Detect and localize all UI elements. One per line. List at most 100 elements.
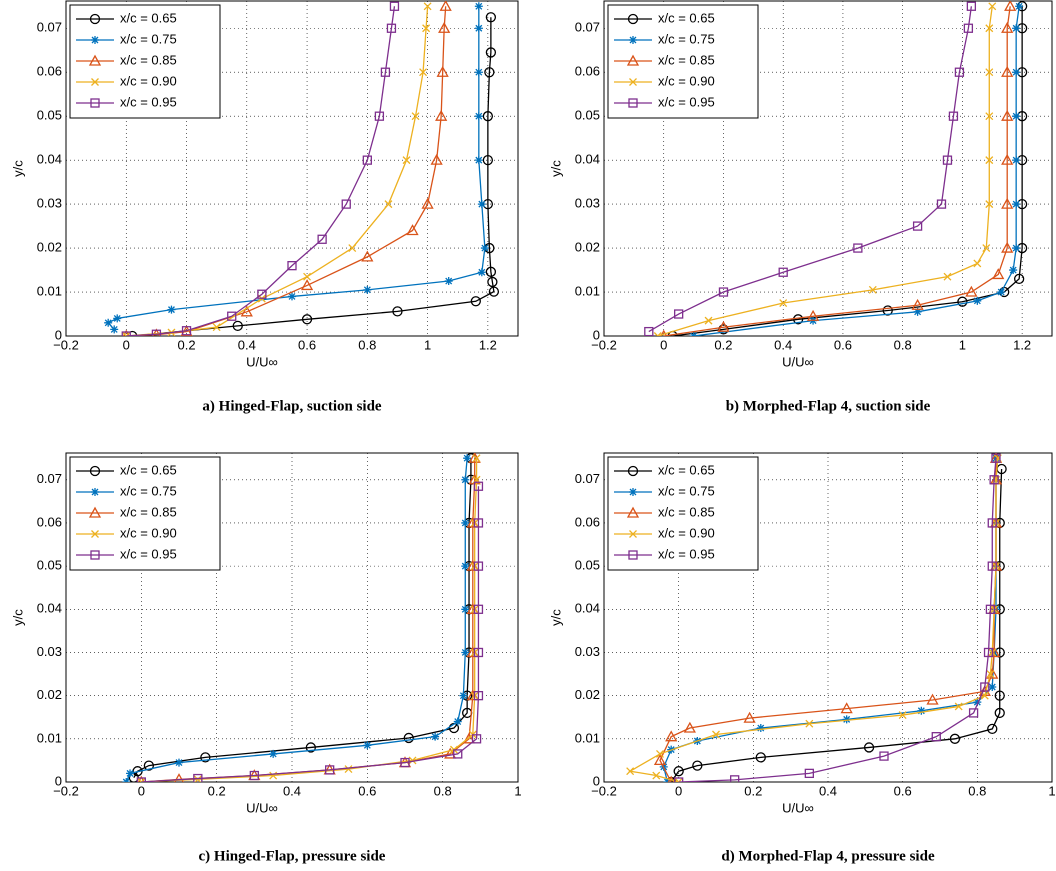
x-tick-label: 1 [514,783,521,798]
marker [482,154,494,166]
marker [842,715,851,724]
marker [305,742,316,753]
marker [718,287,729,297]
marker [627,13,639,25]
marker [380,67,391,77]
series-line [663,6,1011,336]
y-tick-label: 0.04 [575,152,600,167]
x-tick-label: 0.2 [744,783,762,798]
marker [121,331,131,336]
marker [627,465,639,477]
legend: x/c = 0.65 x/c = 0.75 x/c = 0.85 x/c = 0.90… [69,456,221,571]
x-tick-label: 0.2 [177,337,195,352]
x-tick-label: 0.4 [283,783,301,798]
marker [473,481,484,491]
x-tick-label: 0.4 [238,337,256,352]
marker [344,765,353,774]
marker [374,111,385,121]
plot-area [122,453,484,782]
series-line [126,6,447,336]
marker [965,285,978,297]
legend-label: x/c = 0.85 [120,52,177,67]
marker [488,286,500,297]
y-tick-label: 0.07 [575,20,600,35]
x-tick-label: 0.6 [894,783,912,798]
marker [461,648,470,657]
marker [408,756,417,765]
marker [303,272,312,281]
marker [973,296,982,305]
marker [122,332,131,336]
x-axis-label: U/U∞ [246,800,278,815]
caption: b) Morphed-Flap 4, suction side [726,398,931,414]
marker [644,326,654,336]
marker [151,329,162,336]
marker [992,454,1000,463]
marker [755,752,766,763]
marker [1012,156,1021,165]
marker [992,268,1005,280]
legend-label: x/c = 0.90 [120,525,177,540]
marker [473,647,484,658]
marker [712,730,720,739]
marker [482,111,494,122]
plot-frame [603,452,1053,783]
marker [743,711,756,723]
x-tick-label: 0.8 [894,337,912,352]
marker [628,98,638,108]
marker [987,518,997,528]
marker [200,752,211,763]
marker [257,289,267,299]
series-line [126,6,429,336]
y-tick-label: 0.05 [575,108,600,123]
marker [300,279,314,291]
marker [126,769,135,778]
marker [626,54,640,66]
series-line [678,458,997,782]
marker [392,306,403,317]
marker [805,719,814,728]
legend: x/c = 0.65 x/c = 0.75 x/c = 0.85 x/c = 0.90… [607,456,759,571]
y-tick-label: 0.06 [37,514,62,529]
marker [982,244,991,253]
legend-label: x/c = 0.95 [658,546,715,561]
marker [362,155,372,165]
marker [806,309,820,321]
marker [626,767,635,776]
legend-label: x/c = 0.95 [120,546,177,561]
y-axis-label: y/c [548,160,563,177]
marker [1004,1,1017,11]
marker [473,604,484,614]
x-tick-label: 0.4 [819,783,837,798]
legend: x/c = 0.65 x/c = 0.75 x/c = 0.85 x/c = 0.90… [607,4,759,119]
marker [240,305,253,317]
marker [1012,112,1021,121]
x-tick-label: 1 [959,337,966,352]
marker [988,683,997,692]
marker [966,1,977,11]
y-axis-label: y/c [10,160,25,177]
marker [249,770,259,781]
y-tick-label: 0 [593,327,600,342]
marker [461,605,470,614]
y-tick-label: 0 [55,773,62,788]
y-tick-label: 0.06 [575,514,600,529]
marker [987,723,998,735]
panel: −0.2 0 0.2 0.4 0.6 0.8 1 1.200.010.020.030.040.… [10,0,519,414]
x-tick-label: 1.2 [1013,337,1031,352]
marker [459,691,468,700]
x-tick-label: 0.8 [434,783,452,798]
marker [444,277,453,286]
marker [461,518,470,527]
marker [674,777,684,782]
marker [406,224,419,236]
legend-label: x/c = 0.90 [120,73,177,88]
marker [779,299,788,307]
marker [91,530,99,538]
marker [1015,2,1024,11]
marker [90,98,100,108]
marker [143,760,155,771]
marker [954,67,965,77]
